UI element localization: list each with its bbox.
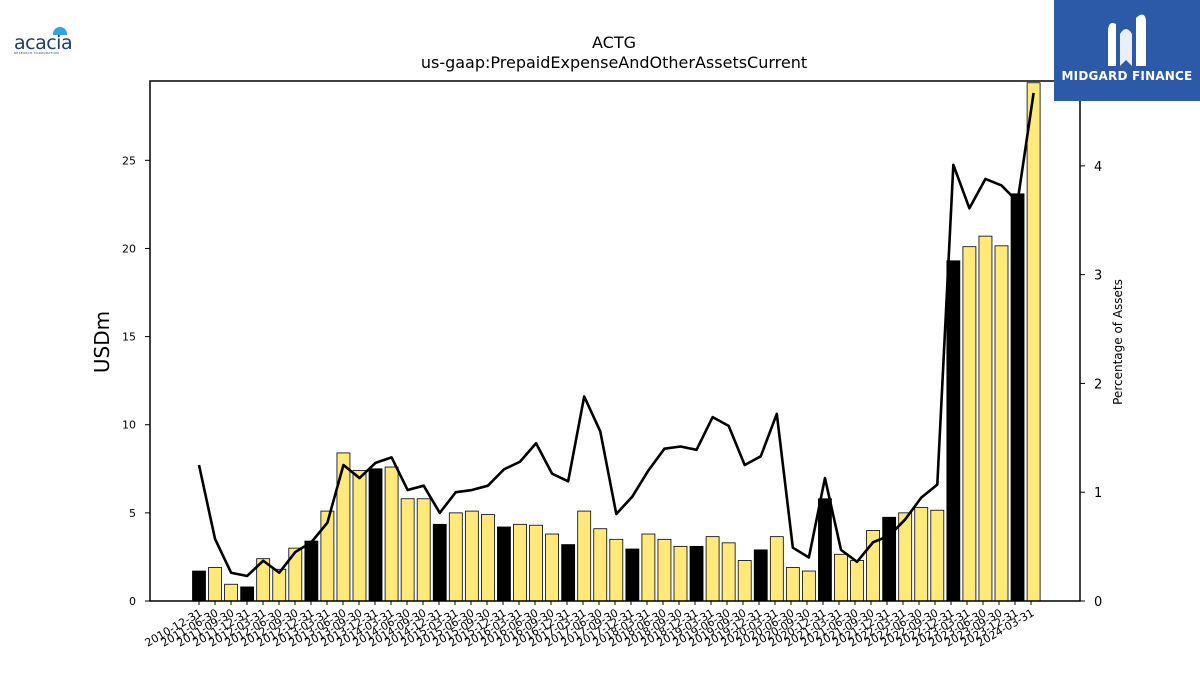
line-group [197, 92, 1035, 578]
bar-2019-06-30 [737, 560, 752, 602]
chart-title: ACTG [592, 33, 636, 52]
bar-2017-12-31 [641, 533, 656, 602]
acacia-logo: acacia RESEARCH CORPORATION [12, 26, 82, 56]
midgard-logo-text: MIDGARD FINANCE [1061, 69, 1193, 83]
bar-2023-12-31 [1026, 82, 1041, 602]
bar-2010-12-31 [192, 570, 206, 602]
y-tick-label: 25 [122, 154, 136, 167]
bar-2013-06-30 [352, 470, 367, 602]
bar-2022-09-30 [946, 260, 961, 602]
bar-2013-09-30 [368, 468, 383, 602]
bar-2011-03-31 [208, 567, 222, 602]
bar-2011-06-30 [224, 583, 239, 602]
bar-2017-09-30 [625, 548, 640, 602]
bar-2021-12-31 [898, 512, 913, 602]
bar-2022-06-30 [930, 509, 945, 602]
bar-2013-03-31 [336, 452, 351, 602]
bar-2022-03-31 [914, 507, 929, 602]
bar-2017-06-30 [609, 538, 624, 602]
bar-2018-12-31 [705, 536, 720, 602]
midgard-finance-logo: MIDGARD FINANCE [1054, 0, 1200, 101]
bar-2016-12-31 [577, 510, 592, 602]
y2-tick-label: 1 [1094, 486, 1102, 501]
y2-tick-label: 2 [1094, 377, 1102, 392]
bar-2020-06-30 [802, 570, 816, 602]
bar-2018-09-30 [689, 545, 704, 602]
bar-2012-09-30 [304, 540, 319, 602]
y-tick-label: 15 [122, 331, 136, 344]
bar-2020-03-31 [785, 567, 800, 602]
bars-group [192, 82, 1041, 602]
bar-2020-12-31 [834, 553, 848, 602]
bar-2020-09-30 [818, 498, 832, 602]
y2-tick-label: 4 [1094, 160, 1102, 175]
y-tick-label: 5 [129, 507, 136, 520]
bar-2019-03-31 [721, 542, 736, 602]
bar-2015-03-31 [464, 510, 479, 602]
bar-2019-09-30 [753, 549, 768, 602]
y-tick-label: 0 [129, 595, 136, 608]
bar-2023-09-30 [1010, 193, 1025, 602]
y2-tick-label: 0 [1094, 595, 1102, 610]
bar-2018-06-30 [673, 545, 688, 602]
bar-2016-09-30 [561, 544, 576, 602]
y-tick-label: 10 [122, 419, 136, 432]
bar-2012-03-31 [272, 568, 287, 602]
y-tick-label: 20 [122, 242, 136, 255]
bar-2016-03-31 [529, 524, 543, 602]
bar-2015-09-30 [497, 526, 511, 602]
bar-2022-12-31 [962, 246, 977, 602]
bar-2013-12-31 [384, 466, 399, 602]
bar-2014-12-31 [448, 512, 463, 602]
bar-2014-06-30 [416, 498, 431, 602]
y-axis-label: USDm [90, 311, 114, 373]
bar-2019-12-31 [769, 536, 784, 602]
bar-2016-06-30 [545, 533, 559, 602]
acacia-arc-icon [53, 27, 67, 35]
y2-axis-label: Percentage of Assets [1111, 279, 1125, 405]
y2-tick-label: 3 [1094, 269, 1102, 284]
bar-2023-06-30 [994, 245, 1009, 602]
percentage-of-assets-line [197, 92, 1035, 578]
bar-2011-09-30 [240, 586, 255, 602]
chart-subtitle: us-gaap:PrepaidExpenseAndOtherAssetsCurr… [421, 53, 807, 72]
acacia-logo-text: acacia [14, 32, 73, 54]
bar-2014-03-31 [400, 498, 415, 602]
bar-2015-12-31 [513, 523, 527, 602]
bar-2017-03-31 [593, 528, 608, 602]
bar-2014-09-30 [432, 523, 447, 602]
bar-2021-03-31 [850, 560, 864, 602]
midgard-m-icon [1108, 14, 1146, 67]
bar-2015-06-30 [480, 514, 495, 602]
acacia-logo-subtext: RESEARCH CORPORATION [14, 51, 59, 55]
bar-2023-03-31 [978, 235, 993, 602]
bar-2018-03-31 [657, 538, 672, 602]
